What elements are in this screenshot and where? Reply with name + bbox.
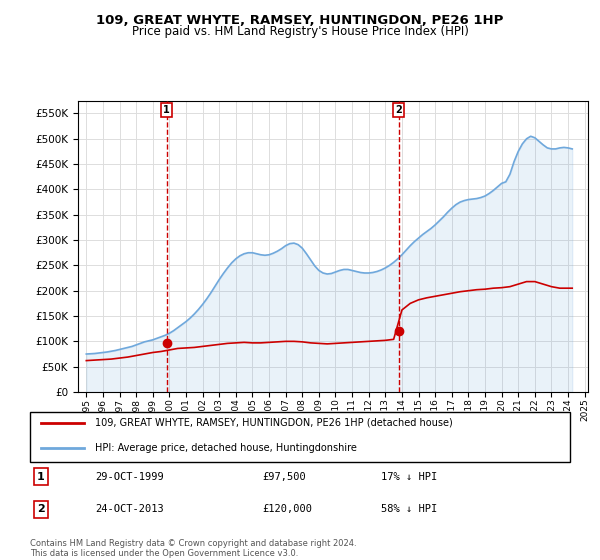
Text: 17% ↓ HPI: 17% ↓ HPI bbox=[381, 472, 437, 482]
Text: 1: 1 bbox=[163, 105, 170, 115]
Text: 2: 2 bbox=[37, 505, 44, 514]
Text: 1: 1 bbox=[37, 472, 44, 482]
FancyBboxPatch shape bbox=[30, 412, 570, 462]
Text: 109, GREAT WHYTE, RAMSEY, HUNTINGDON, PE26 1HP (detached house): 109, GREAT WHYTE, RAMSEY, HUNTINGDON, PE… bbox=[95, 418, 452, 428]
Text: £97,500: £97,500 bbox=[262, 472, 306, 482]
Text: Contains HM Land Registry data © Crown copyright and database right 2024.
This d: Contains HM Land Registry data © Crown c… bbox=[30, 539, 356, 558]
Text: £120,000: £120,000 bbox=[262, 505, 312, 514]
Text: 2: 2 bbox=[395, 105, 402, 115]
Text: HPI: Average price, detached house, Huntingdonshire: HPI: Average price, detached house, Hunt… bbox=[95, 443, 356, 453]
Text: Price paid vs. HM Land Registry's House Price Index (HPI): Price paid vs. HM Land Registry's House … bbox=[131, 25, 469, 38]
Text: 109, GREAT WHYTE, RAMSEY, HUNTINGDON, PE26 1HP: 109, GREAT WHYTE, RAMSEY, HUNTINGDON, PE… bbox=[97, 14, 503, 27]
Text: 29-OCT-1999: 29-OCT-1999 bbox=[95, 472, 164, 482]
Text: 58% ↓ HPI: 58% ↓ HPI bbox=[381, 505, 437, 514]
Text: 24-OCT-2013: 24-OCT-2013 bbox=[95, 505, 164, 514]
